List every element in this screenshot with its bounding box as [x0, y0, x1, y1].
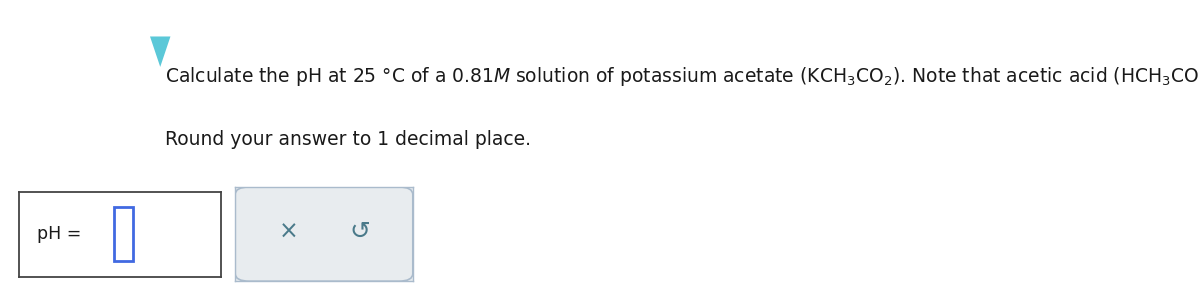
Text: ↺: ↺: [349, 220, 370, 244]
Polygon shape: [150, 36, 170, 67]
Text: Round your answer to 1 decimal place.: Round your answer to 1 decimal place.: [164, 130, 530, 149]
Text: Calculate the pH at 25 $\degree$C of a 0.81$M$ solution of potassium acetate $\l: Calculate the pH at 25 $\degree$C of a 0…: [164, 64, 1200, 88]
Text: pH =: pH =: [37, 225, 88, 243]
FancyBboxPatch shape: [114, 207, 133, 261]
Text: ×: ×: [278, 220, 299, 244]
FancyBboxPatch shape: [235, 187, 413, 281]
